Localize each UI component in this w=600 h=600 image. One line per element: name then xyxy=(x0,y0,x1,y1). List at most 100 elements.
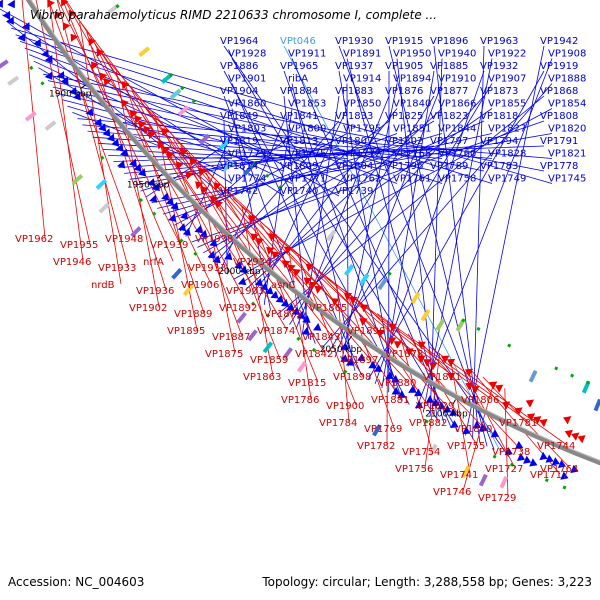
gene-label-minus[interactable]: VP1874 xyxy=(257,326,295,337)
gene-label-plus[interactable]: VP1758 xyxy=(438,174,476,185)
gene-label-minus[interactable]: nrdB xyxy=(91,280,115,291)
gene-label-minus[interactable]: VP1878 xyxy=(385,349,423,360)
gene-label-plus[interactable]: VP1774 xyxy=(228,174,266,185)
gene-label-plus[interactable]: VP1866 xyxy=(438,99,476,110)
gene-label-plus[interactable]: VP1932 xyxy=(480,61,518,72)
gene-label-minus[interactable]: VP1880 xyxy=(378,378,416,389)
gene-label-plus[interactable]: VP1794 xyxy=(480,136,518,147)
gene-label-minus[interactable]: VP1769 xyxy=(364,424,402,435)
gene-label-plus[interactable]: VP1833 xyxy=(335,111,373,122)
gene-label-minus[interactable]: VP1955 xyxy=(60,240,98,251)
gene-label-plus[interactable]: VP1905 xyxy=(385,61,423,72)
gene-label-plus[interactable]: VP1825 xyxy=(385,111,423,122)
gene-label-minus[interactable]: VP1784 xyxy=(319,418,357,429)
gene-label-minus[interactable]: VP1903 xyxy=(226,286,264,297)
gene-label-plus[interactable]: VP1772 xyxy=(343,149,381,160)
gene-label-minus[interactable]: VP1892 xyxy=(219,303,257,314)
gene-label-minus[interactable]: VP1786 xyxy=(281,395,319,406)
gene-label-plus[interactable]: ribA xyxy=(288,74,308,85)
gene-label-minus[interactable]: VP1843 xyxy=(302,332,340,343)
gene-label-plus[interactable]: VP1930 xyxy=(335,36,373,47)
gene-label-plus[interactable]: VP1821 xyxy=(548,149,586,160)
gene-label-plus[interactable]: VP1885 xyxy=(430,61,468,72)
gene-label-plus[interactable]: VP1886 xyxy=(220,61,258,72)
gene-label-plus[interactable]: VP1808 xyxy=(540,111,578,122)
gene-label-plus[interactable]: VP1803 xyxy=(228,124,266,135)
gene-label-minus[interactable]: VP1865 xyxy=(309,303,347,314)
gene-label-minus[interactable]: VP1890 xyxy=(347,326,385,337)
gene-label-plus[interactable]: VP1904 xyxy=(220,86,258,97)
gene-label-plus[interactable]: VP1819 xyxy=(220,136,258,147)
gene-label-plus[interactable]: VP1840 xyxy=(393,99,431,110)
gene-label-minus[interactable]: VP1830 xyxy=(454,424,492,435)
gene-label-minus[interactable]: asnC xyxy=(271,280,296,291)
gene-label-minus[interactable]: VP1815 xyxy=(288,378,326,389)
gene-label-plus[interactable]: VP1740 xyxy=(280,186,318,197)
gene-label-minus[interactable]: VP1895 xyxy=(167,326,205,337)
gene-label-minus[interactable]: VP1754 xyxy=(402,447,440,458)
gene-label-plus[interactable]: VP1818 xyxy=(480,111,518,122)
gene-label-plus[interactable]: VP1901 xyxy=(228,74,266,85)
gene-label-minus[interactable]: VP1741 xyxy=(440,470,478,481)
gene-label-plus[interactable]: VP1804 xyxy=(335,161,373,172)
gene-label-plus[interactable]: VP1907 xyxy=(488,74,526,85)
gene-label-minus[interactable]: VP1756 xyxy=(395,464,433,475)
gene-label-plus[interactable]: VP1797 xyxy=(430,136,468,147)
gene-label-plus[interactable]: VP1873 xyxy=(480,86,518,97)
gene-label-plus[interactable]: VP1796 xyxy=(385,161,423,172)
gene-label-plus[interactable]: VP1828 xyxy=(488,149,526,160)
gene-label-minus[interactable]: VP1962 xyxy=(15,234,53,245)
gene-label-plus[interactable]: VP1849 xyxy=(220,111,258,122)
gene-label-plus[interactable]: VPt046 xyxy=(280,36,316,47)
gene-label-plus[interactable]: VP1820 xyxy=(548,124,586,135)
gene-label-plus[interactable]: VP1884 xyxy=(280,86,318,97)
gene-label-plus[interactable]: VP1914 xyxy=(343,74,381,85)
gene-label-minus[interactable]: VP1938 xyxy=(195,234,233,245)
gene-label-plus[interactable]: VP1894 xyxy=(393,74,431,85)
gene-label-plus[interactable]: VP1762 xyxy=(343,174,381,185)
gene-label-plus[interactable]: VP1761 xyxy=(393,174,431,185)
gene-label-plus[interactable]: VP1827 xyxy=(488,124,526,135)
gene-label-plus[interactable]: VP1965 xyxy=(280,61,318,72)
gene-label-minus[interactable]: VP1744 xyxy=(537,441,575,452)
gene-label-plus[interactable]: VP1922 xyxy=(488,49,526,60)
gene-label-minus[interactable]: VP1781 xyxy=(499,418,537,429)
gene-label-plus[interactable]: VP1760 xyxy=(438,149,476,160)
gene-label-minus[interactable]: VP1948 xyxy=(105,234,143,245)
gene-label-minus[interactable]: VP1882 xyxy=(409,418,447,429)
gene-label-minus[interactable]: VP1898 xyxy=(333,372,371,383)
gene-label-plus[interactable]: VP1745 xyxy=(548,174,586,185)
gene-label-minus[interactable]: VP1933 xyxy=(98,263,136,274)
gene-label-minus[interactable]: VP1939 xyxy=(150,240,188,251)
gene-label-plus[interactable]: VP1850 xyxy=(343,99,381,110)
gene-label-plus[interactable]: VP1765 xyxy=(393,149,431,160)
gene-label-minus[interactable]: VP1879 xyxy=(264,309,302,320)
gene-label-plus[interactable]: VP1802 xyxy=(385,136,423,147)
gene-label-minus[interactable]: VP1764 xyxy=(540,464,578,475)
gene-label-plus[interactable]: VP1742 xyxy=(220,186,258,197)
gene-label-plus[interactable]: VP1896 xyxy=(430,36,468,47)
gene-label-plus[interactable]: VP1963 xyxy=(480,36,518,47)
gene-label-minus[interactable]: VP1859 xyxy=(250,355,288,366)
gene-label-plus[interactable]: VP1937 xyxy=(335,61,373,72)
gene-label-plus[interactable]: VP1928 xyxy=(228,49,266,60)
gene-labels[interactable]: VP1964 VPt046 VP1930 VP1915 VP1896 VP1963 VP19… xyxy=(15,36,586,504)
gene-label-plus[interactable]: VP1851 xyxy=(393,124,431,135)
gene-label-minus[interactable]: VP1755 xyxy=(447,441,485,452)
gene-label-plus[interactable]: VP1809 xyxy=(280,161,318,172)
gene-label-minus[interactable]: VP1946 xyxy=(53,257,91,268)
gene-label-plus[interactable]: VP1778 xyxy=(540,161,578,172)
gene-label-plus[interactable]: VP1823 xyxy=(430,111,468,122)
gene-label-minus[interactable]: VP1727 xyxy=(485,464,523,475)
gene-label-plus[interactable]: VP1800 xyxy=(288,124,326,135)
gene-label-plus[interactable]: VP1919 xyxy=(540,61,578,72)
gene-label-plus[interactable]: VP1883 xyxy=(335,86,373,97)
gene-label-plus[interactable]: VP1891 xyxy=(343,49,381,60)
gene-label-plus[interactable]: VP1908 xyxy=(548,49,586,60)
gene-label-plus[interactable]: VP1942 xyxy=(540,36,578,47)
gene-label-plus[interactable]: VP1795 xyxy=(343,124,381,135)
gene-label-minus[interactable]: VP1913 xyxy=(188,263,226,274)
gene-label-plus[interactable]: VP1813 xyxy=(280,136,318,147)
gene-label-plus[interactable]: VP1915 xyxy=(385,36,423,47)
gene-label-minus[interactable]: VP1738 xyxy=(492,447,530,458)
